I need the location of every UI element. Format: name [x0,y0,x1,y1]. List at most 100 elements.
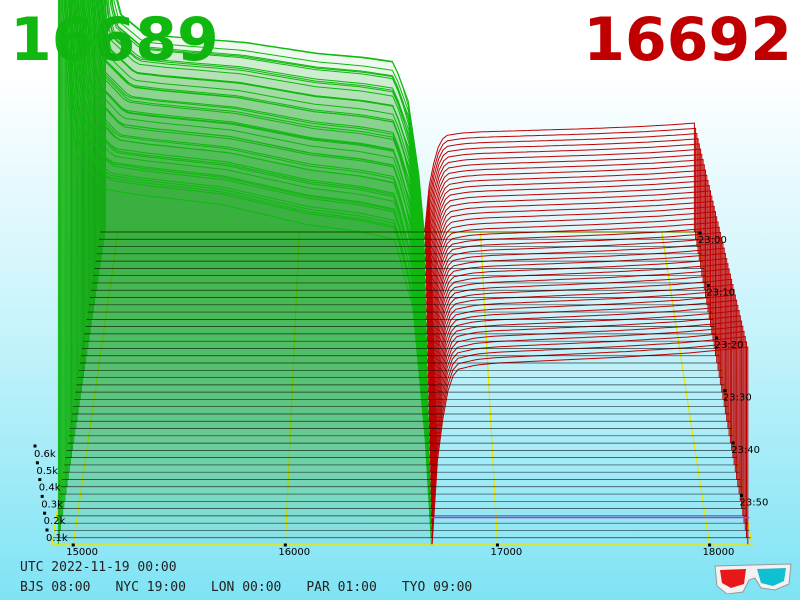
ask-depth-line [429,283,734,458]
ask-depth-line [428,252,726,415]
bid-depth-line [61,0,432,524]
ask-depth-line [430,325,744,516]
bid-depth-line [77,0,429,415]
time-tick-label: 23:00 [698,235,727,246]
bid-depth-line [80,0,429,393]
ask-depth-line [429,278,733,451]
depth-tick-mark [33,444,37,448]
bid-depth-line [57,0,432,546]
bid-depth-line [59,0,432,538]
ask-depth-line [424,122,695,233]
ask-depth-line [427,221,719,371]
depth-tick-label: 0.1k [46,533,68,544]
timezone-par: PAR 01:00 [306,580,377,595]
bid-depth-line [72,0,430,451]
bid-depth-line [103,0,425,240]
bid-depth-line [75,0,430,429]
bid-depth-line [63,0,432,509]
time-tick-mark [698,231,702,235]
x-tick-mark [71,543,75,547]
depth-tick-label: 0.2k [44,516,66,527]
x-tick-label: 17000 [490,547,522,558]
ask-depth-line [427,231,721,385]
bid-depth-line [74,0,430,436]
timezone-tyo: TYO 09:00 [401,580,473,595]
timezone-nyc: NYC 19:00 [115,580,186,595]
timezone-lon: LON 00:00 [210,580,282,595]
ask-depth-line [426,174,708,305]
ask-depth-line [424,143,700,262]
ask-depth-line [430,304,739,487]
bid-depth-line [79,0,429,400]
timezones: BJS 08:00 NYC 19:00 LON 00:00 PAR 01:00 TYO … [20,580,497,595]
ask-depth-line [426,185,710,320]
time-tick-mark [740,494,743,497]
ask-depth-line [430,320,743,509]
bid-depth-line [101,0,426,254]
ask-depth-line [431,330,745,524]
depth-tick-label: 0.3k [41,499,63,510]
bid-depth-line [64,0,431,502]
bid-depth-line [67,0,431,480]
bid-depth-line [88,0,428,342]
x-tick-label: 15000 [66,547,98,558]
bid-depth-line [84,0,428,371]
3d-glasses-icon[interactable] [713,560,793,594]
bid-depth-line [66,0,431,487]
ask-depth-line [425,169,706,298]
ask-depth-line [426,190,711,327]
time-tick-label: 23:10 [706,288,735,299]
ask-depth-line [428,263,729,429]
ask-price: 16692 [583,5,792,75]
ask-depth-line [425,153,703,276]
ask-depth-line [425,158,704,284]
ask-depth-line [426,179,709,313]
bid-depth-line [71,0,430,458]
ask-depth-line [431,341,747,538]
bid-depth-line [102,0,425,247]
depth-tick-label: 0.6k [34,449,56,460]
ask-depth-line [428,247,725,407]
time-tick-label: 23:20 [715,340,744,351]
bid-depth-line [98,0,426,276]
axis-frame [52,231,752,546]
bid-depth-line [100,0,426,262]
bid-depth-line [97,0,426,284]
x-tick-label: 18000 [703,547,735,558]
ask-depth-line [429,268,730,436]
timezone-bjs: BJS 08:00 [20,580,91,595]
bid-depth-line [65,0,431,495]
time-tick-mark [731,441,735,445]
bid-depth-line [86,0,428,356]
bid-depth-line [96,0,426,291]
x-tick-mark [708,543,712,547]
bid-depth-line [91,0,427,320]
ask-depth-line [426,195,713,334]
ask-depth-line [424,127,697,240]
ask-depth-line [425,148,702,269]
bid-depth-line [68,0,431,473]
bid-depth-line [99,0,426,269]
time-tick-label: 23:50 [740,498,769,509]
ask-depth-line [427,211,716,356]
ask-depth-line [427,216,718,364]
ask-depth-line [427,226,720,378]
depth-tick-label: 0.4k [39,483,61,494]
x-tick-mark [495,543,499,547]
bid-depth-line [90,0,427,327]
depth-tick-mark [38,478,42,482]
bid-depth-line [69,0,431,465]
x-tick-mark [283,543,287,547]
ask-depth-line [426,200,714,342]
bid-depth-line [83,0,429,378]
ask-depth-line [429,294,736,473]
ask-depth-line [424,138,699,254]
ask-depth-line [427,205,715,349]
bid-depth-line [87,0,428,349]
ask-depth-line [429,273,731,444]
depth-tick-mark [40,494,44,498]
ask-depth-line [428,257,728,422]
time-tick-mark [706,284,710,287]
time-tick-mark [723,389,727,392]
